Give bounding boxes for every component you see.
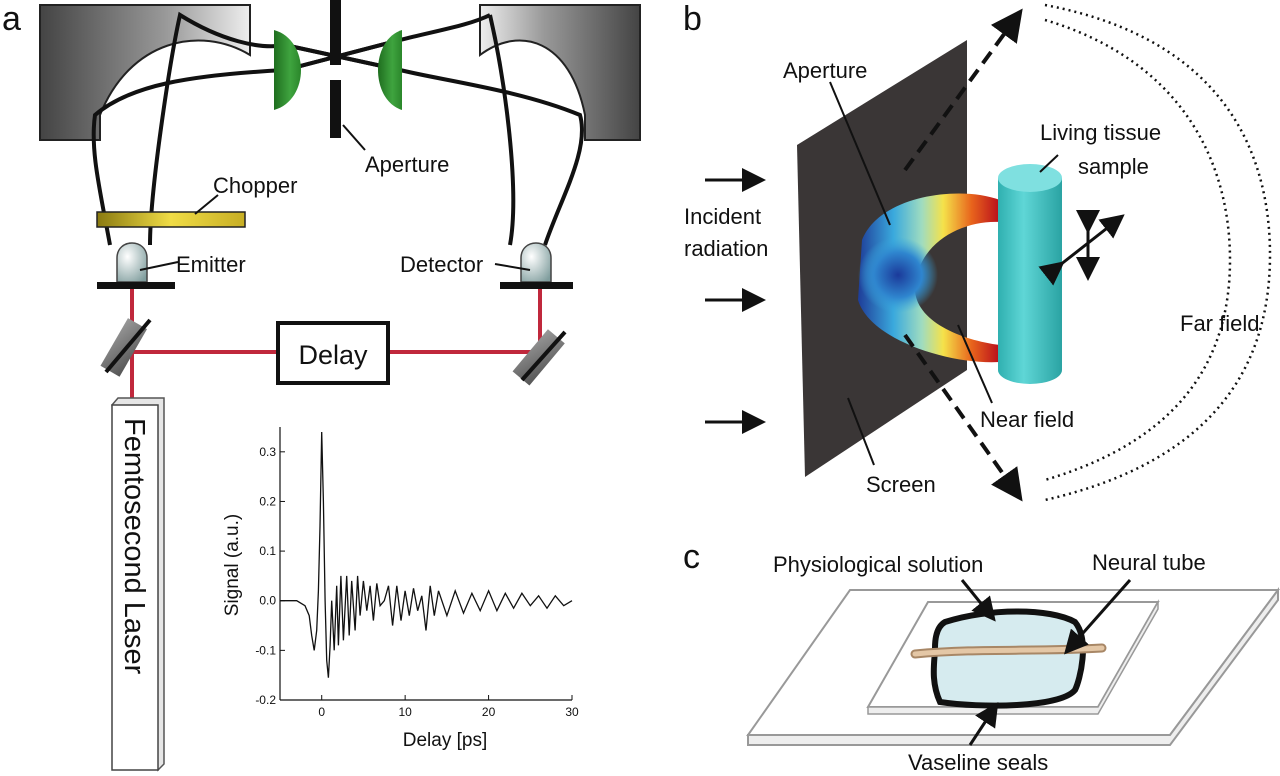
incident-arrows <box>705 168 766 434</box>
detector-dome <box>520 242 552 283</box>
label-detector: Detector <box>400 252 483 277</box>
detector-base <box>500 282 573 289</box>
vaseline-seal <box>930 608 1086 709</box>
label-incident: Incident <box>684 204 761 229</box>
y-tick-label: 0.0 <box>259 594 276 608</box>
x-axis-title: Delay [ps] <box>403 730 487 751</box>
label-far-field: Far field <box>1180 311 1259 336</box>
y-tick-label: 0.3 <box>259 445 276 459</box>
far-field-arcs <box>1044 3 1272 502</box>
label-living-tissue: Living tissue <box>1040 120 1161 145</box>
panel-letter-c: c <box>683 538 700 576</box>
aperture-plate-bottom <box>330 80 341 138</box>
thz-beam-paths <box>91 11 584 246</box>
x-tick-label: 0 <box>318 705 325 719</box>
x-axis-ticks: 0 10 20 30 <box>318 695 579 719</box>
label-neural-tube: Neural tube <box>1092 550 1206 575</box>
x-tick-label: 10 <box>398 705 412 719</box>
signal-chart: -0.2 -0.1 0.0 0.1 0.2 0.3 0 10 20 30 Signal (a.u… <box>222 427 579 751</box>
label-screen: Screen <box>866 472 936 497</box>
label-vaseline-seals: Vaseline seals <box>908 750 1048 775</box>
emitter-base <box>97 282 175 289</box>
near-field-lobe <box>858 193 1000 363</box>
delay-box <box>276 321 390 385</box>
aperture-plate-top <box>330 0 341 65</box>
label-physiological-solution: Physiological solution <box>773 552 983 577</box>
y-tick-label: -0.2 <box>255 693 276 707</box>
label-emitter: Emitter <box>176 252 246 277</box>
far-field-arrows <box>903 8 1023 502</box>
label-radiation: radiation <box>684 236 768 261</box>
chart-axes <box>279 427 572 701</box>
label-sample: sample <box>1078 154 1149 179</box>
y-axis-title: Signal (a.u.) <box>222 514 243 616</box>
right-parabolic-mirror <box>479 4 641 141</box>
tissue-cylinder <box>998 164 1062 384</box>
x-tick-label: 20 <box>482 705 496 719</box>
x-tick-label: 30 <box>565 705 579 719</box>
panel-c: c Physiological solution Neural tube Vas… <box>683 538 1280 775</box>
left-steering-mirror <box>100 318 152 377</box>
panel-b: b Incident radiation Aperture Living tis… <box>683 0 1272 502</box>
laser-box <box>111 404 159 771</box>
y-axis-ticks: -0.2 -0.1 0.0 0.1 0.2 0.3 <box>255 445 285 707</box>
right-lens <box>378 30 402 110</box>
label-near-field: Near field <box>980 407 1074 432</box>
motion-arrows <box>1038 210 1125 286</box>
label-femtosecond-laser: Femtosecond Laser <box>118 418 150 675</box>
label-chopper: Chopper <box>213 173 297 198</box>
label-aperture-b: Aperture <box>783 58 867 83</box>
emitter-dome <box>116 242 148 283</box>
panel-letter-b: b <box>683 0 702 38</box>
chopper <box>96 211 246 228</box>
label-delay: Delay <box>298 340 368 370</box>
label-aperture-a: Aperture <box>365 152 449 177</box>
panel-letter-a: a <box>2 0 21 38</box>
right-steering-mirror <box>512 329 567 386</box>
signal-trace <box>280 431 573 678</box>
left-parabolic-mirror <box>39 4 251 141</box>
panel-a: a Aperture Chopper Emitter <box>2 0 641 772</box>
left-lens <box>274 30 301 110</box>
y-tick-label: -0.1 <box>255 643 276 657</box>
y-tick-label: 0.2 <box>259 494 276 508</box>
y-tick-label: 0.1 <box>259 544 276 558</box>
